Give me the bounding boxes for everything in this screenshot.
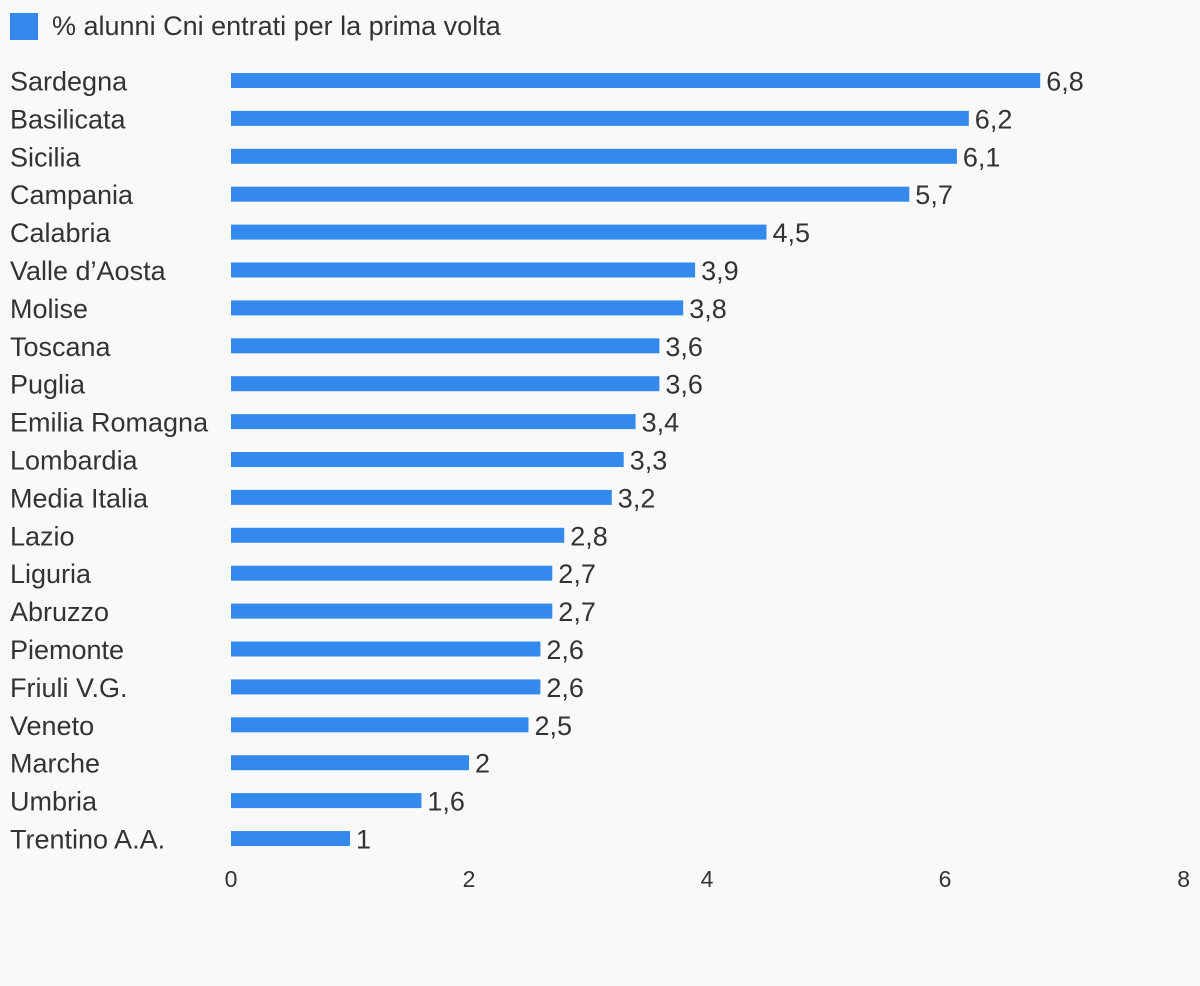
x-tick-label: 2 bbox=[463, 866, 476, 892]
category-label: Marche bbox=[10, 749, 100, 779]
bar bbox=[231, 793, 422, 809]
bar bbox=[231, 603, 553, 619]
bar bbox=[231, 414, 636, 430]
category-label: Puglia bbox=[10, 370, 86, 400]
value-label: 2,6 bbox=[546, 673, 584, 703]
value-label: 2,5 bbox=[535, 711, 573, 741]
value-label: 6,2 bbox=[975, 104, 1013, 134]
category-label: Friuli V.G. bbox=[10, 673, 128, 703]
bar bbox=[231, 679, 541, 695]
value-label: 1 bbox=[356, 825, 371, 855]
category-label: Umbria bbox=[10, 787, 98, 817]
value-label: 6,8 bbox=[1046, 67, 1084, 97]
value-label: 5,7 bbox=[915, 180, 953, 210]
bar bbox=[231, 717, 529, 733]
bar bbox=[231, 186, 910, 202]
category-label: Sicilia bbox=[10, 142, 82, 172]
value-label: 3,9 bbox=[701, 256, 739, 286]
value-label: 2,8 bbox=[570, 521, 608, 551]
bar bbox=[231, 338, 660, 354]
x-tick-label: 8 bbox=[1177, 866, 1190, 892]
bar bbox=[231, 73, 1041, 88]
value-label: 1,6 bbox=[427, 787, 465, 817]
category-label: Lombardia bbox=[10, 446, 139, 476]
legend: % alunni Cni entrati per la prima volta bbox=[10, 10, 501, 42]
value-label: 2,7 bbox=[558, 559, 596, 589]
bar bbox=[231, 641, 541, 657]
category-label: Media Italia bbox=[10, 483, 149, 513]
category-label: Basilicata bbox=[10, 104, 127, 134]
category-label: Trentino A.A. bbox=[10, 825, 165, 855]
category-label: Emilia Romagna bbox=[10, 408, 209, 438]
category-label: Campania bbox=[10, 180, 134, 210]
value-label: 2,6 bbox=[546, 635, 584, 665]
x-tick-label: 4 bbox=[701, 866, 714, 892]
bar bbox=[231, 224, 767, 240]
category-label: Piemonte bbox=[10, 635, 124, 665]
bar bbox=[231, 452, 624, 467]
x-tick-label: 6 bbox=[939, 866, 952, 892]
bar bbox=[231, 831, 350, 846]
value-label: 3,6 bbox=[665, 370, 703, 400]
category-label: Liguria bbox=[10, 559, 92, 589]
bar bbox=[231, 489, 612, 505]
bar bbox=[231, 527, 565, 543]
value-label: 6,1 bbox=[963, 142, 1001, 172]
bar bbox=[231, 565, 553, 581]
category-label: Molise bbox=[10, 294, 88, 324]
category-label: Lazio bbox=[10, 521, 75, 551]
value-label: 2,7 bbox=[558, 597, 596, 627]
x-tick-label: 0 bbox=[225, 866, 238, 892]
value-label: 3,4 bbox=[642, 408, 680, 438]
value-label: 4,5 bbox=[773, 218, 811, 248]
category-label: Calabria bbox=[10, 218, 112, 248]
value-label: 2 bbox=[475, 749, 490, 779]
category-label: Valle d’Aosta bbox=[10, 256, 167, 286]
bar bbox=[231, 755, 469, 771]
category-label: Veneto bbox=[10, 711, 94, 741]
legend-label: % alunni Cni entrati per la prima volta bbox=[52, 11, 501, 41]
value-label: 3,2 bbox=[618, 483, 656, 513]
value-label: 3,3 bbox=[630, 446, 668, 476]
bar bbox=[231, 376, 660, 392]
bar bbox=[231, 262, 696, 278]
bar bbox=[231, 110, 969, 126]
category-label: Abruzzo bbox=[10, 597, 109, 627]
value-label: 3,6 bbox=[665, 332, 703, 362]
legend-swatch bbox=[10, 12, 38, 40]
category-label: Sardegna bbox=[10, 67, 128, 97]
value-label: 3,8 bbox=[689, 294, 727, 324]
category-label: Toscana bbox=[10, 332, 112, 362]
bar bbox=[231, 300, 684, 316]
bar bbox=[231, 148, 957, 164]
